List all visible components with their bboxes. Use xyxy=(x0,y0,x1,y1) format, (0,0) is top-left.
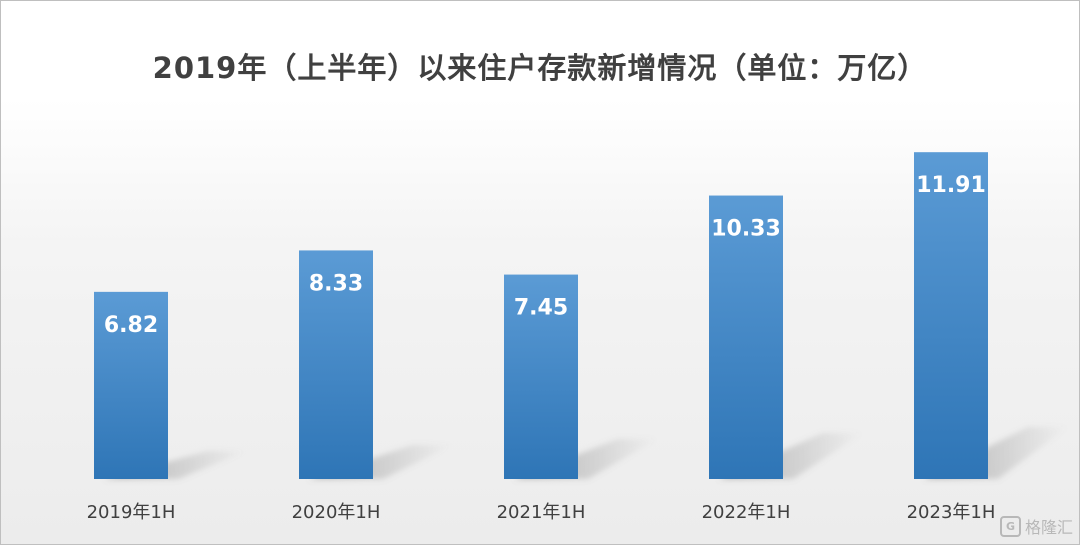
x-axis-tick-labels: 2019年1H 2020年1H 2021年1H 2022年1H 2023年1H xyxy=(87,502,996,523)
bar-value-label: 10.33 xyxy=(711,217,781,242)
watermark-logo-icon: G xyxy=(999,515,1021,537)
x-tick-label: 2021年1H xyxy=(497,502,586,523)
bar xyxy=(504,274,578,479)
bar-value-label: 6.82 xyxy=(104,313,158,338)
bar xyxy=(94,291,168,479)
chart-title: 2019年（上半年）以来住户存款新增情况（单位：万亿） xyxy=(152,51,928,85)
watermark: G 格隆汇 xyxy=(999,514,1073,538)
x-tick-label: 2023年1H xyxy=(907,502,996,523)
bar-value-label: 8.33 xyxy=(309,271,363,296)
watermark-text: 格隆汇 xyxy=(1024,518,1073,537)
bar-value-label: 7.45 xyxy=(514,296,568,321)
x-tick-label: 2020年1H xyxy=(292,502,381,523)
bar-value-label: 11.91 xyxy=(916,173,986,198)
bar xyxy=(299,250,373,479)
x-tick-label: 2019年1H xyxy=(87,502,176,523)
bars xyxy=(94,152,988,479)
bar xyxy=(709,195,783,479)
value-labels: 6.82 8.33 7.45 10.33 11.91 xyxy=(104,173,986,338)
bar xyxy=(914,152,988,479)
x-tick-label: 2022年1H xyxy=(702,502,791,523)
